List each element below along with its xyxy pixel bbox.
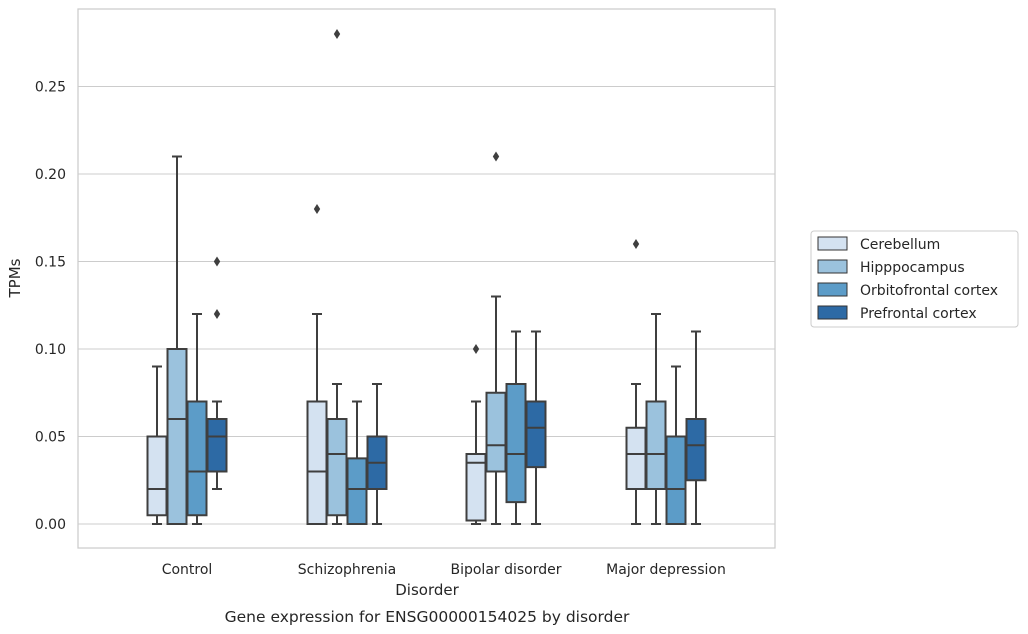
- box-iqr: [485, 391, 507, 473]
- outlier-point: [333, 29, 341, 39]
- legend-label: Prefrontal cortex: [860, 306, 977, 322]
- box-orbitofrontal-cortex-control: [186, 313, 208, 525]
- legend-label: Hipppocampus: [860, 260, 965, 276]
- box-iqr: [685, 418, 707, 482]
- box-iqr: [465, 453, 487, 522]
- x-tick-label: Bipolar disorder: [450, 562, 561, 578]
- box-prefrontal-cortex-major-depression: [685, 330, 707, 525]
- y-tick-label: 0.25: [35, 80, 66, 96]
- box-iqr: [146, 435, 168, 517]
- box-orbitofrontal-cortex-bipolar-disorder: [505, 330, 527, 525]
- y-tick-label: 0.00: [35, 517, 66, 533]
- y-tick-label: 0.10: [35, 342, 66, 358]
- box-cerebellum-bipolar-disorder: [465, 344, 487, 525]
- legend-swatch: [817, 259, 848, 274]
- box-iqr: [505, 383, 527, 504]
- legend-swatch: [817, 305, 848, 320]
- box-prefrontal-cortex-schizophrenia: [366, 383, 388, 525]
- outlier-point: [632, 239, 640, 249]
- box-iqr: [306, 400, 328, 525]
- legend-label: Orbitofrontal cortex: [860, 283, 998, 299]
- outlier-point: [313, 204, 321, 214]
- box-prefrontal-cortex-control: [206, 256, 228, 490]
- legend-swatch: [817, 282, 848, 297]
- box-hipppocampus-bipolar-disorder: [485, 151, 507, 525]
- outlier-point: [213, 256, 221, 267]
- box-iqr: [186, 400, 208, 517]
- x-axis-ticks: Control Schizophrenia Bipolar disorder Majo…: [162, 562, 726, 578]
- x-tick-label: Schizophrenia: [298, 562, 396, 578]
- y-tick-label: 0.15: [35, 255, 66, 271]
- box-iqr: [525, 400, 547, 469]
- box-cerebellum-schizophrenia: [306, 204, 328, 525]
- box-iqr: [206, 418, 228, 473]
- box-iqr: [625, 426, 647, 490]
- box-groups: [146, 29, 707, 525]
- x-tick-label: Major depression: [606, 562, 726, 578]
- y-axis-ticks: 0.00 0.05 0.10 0.15 0.20 0.25: [35, 80, 66, 534]
- box-prefrontal-cortex-bipolar-disorder: [525, 330, 547, 525]
- legend: Cerebellum Hipppocampus Orbitofrontal cort…: [810, 230, 1019, 328]
- box-hipppocampus-control: [166, 155, 188, 525]
- x-axis-label: Disorder: [395, 581, 459, 599]
- outlier-point: [213, 309, 221, 319]
- outlier-point: [472, 344, 480, 354]
- box-orbitofrontal-cortex-schizophrenia: [346, 400, 368, 525]
- box-iqr: [346, 457, 368, 525]
- legend-frame: [810, 230, 1019, 328]
- y-tick-label: 0.20: [35, 167, 66, 183]
- legend-label: Cerebellum: [860, 237, 940, 253]
- y-tick-label: 0.05: [35, 430, 66, 446]
- box-iqr: [665, 435, 687, 525]
- outlier-point: [492, 151, 500, 162]
- box-iqr: [645, 400, 667, 490]
- chart-caption: Gene expression for ENSG00000154025 by d…: [225, 608, 630, 626]
- box-iqr: [326, 418, 348, 517]
- box-iqr: [166, 348, 188, 525]
- y-axis-label: TPMs: [6, 258, 24, 298]
- legend-swatch: [817, 236, 848, 251]
- box-hipppocampus-major-depression: [645, 313, 667, 525]
- x-tick-label: Control: [162, 562, 213, 578]
